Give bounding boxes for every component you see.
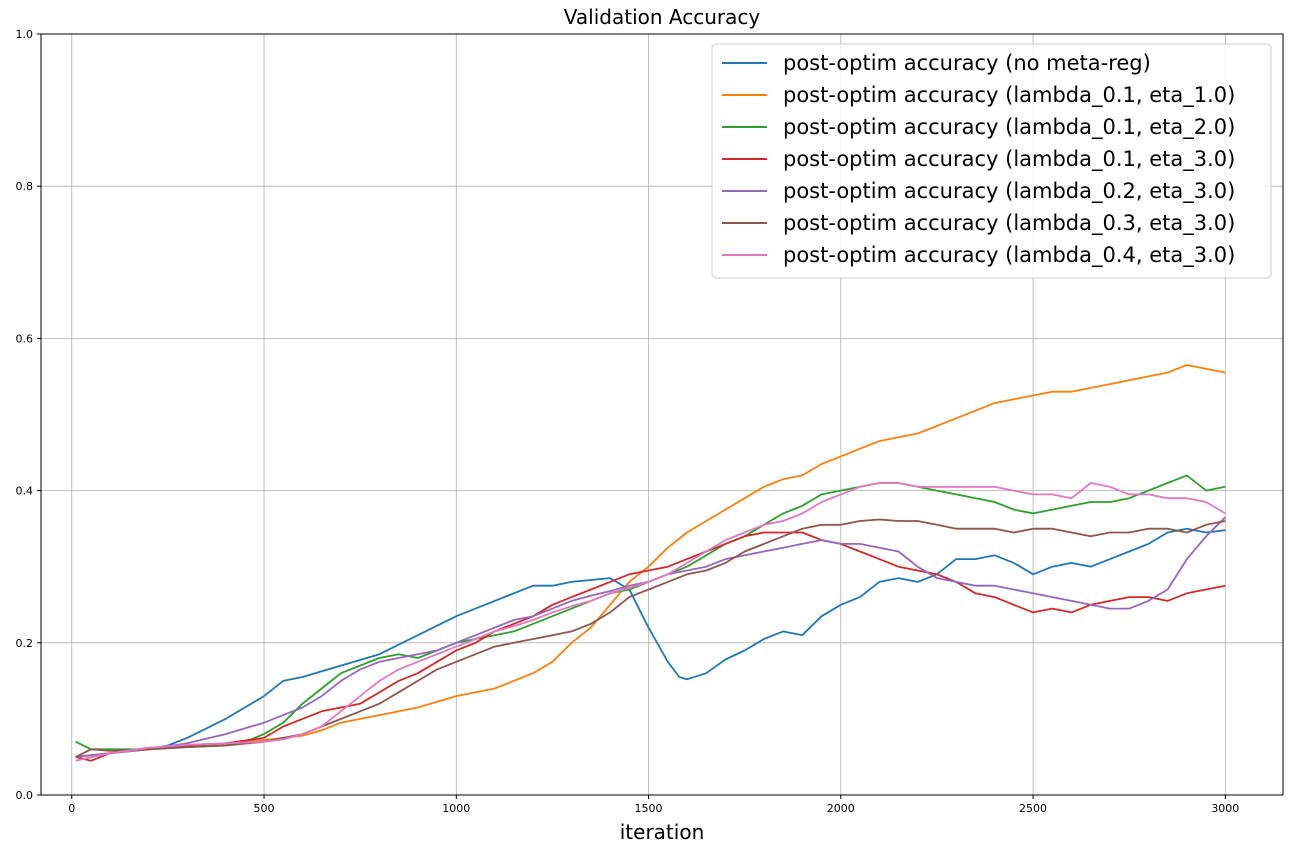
y-tick-label: 0.6 <box>16 332 34 345</box>
series-line-3 <box>75 474 1226 751</box>
series-line-2 <box>75 364 1226 758</box>
x-tick-label: 1500 <box>635 802 663 815</box>
series-line-6 <box>75 518 1226 758</box>
legend-box <box>711 43 1272 279</box>
series-line-1 <box>75 527 1226 758</box>
x-tick-label: 2000 <box>827 802 855 815</box>
y-tick-label: 0.8 <box>16 180 34 193</box>
series-line-7 <box>75 482 1226 762</box>
series-line-5 <box>75 516 1226 758</box>
x-axis-label: iteration <box>620 820 705 844</box>
y-tick-label: 1.0 <box>16 28 34 41</box>
x-tick-label: 0 <box>68 802 75 815</box>
legend-entry: post-optim accuracy (no meta-reg) <box>783 51 1151 75</box>
x-tick-label: 1000 <box>442 802 470 815</box>
y-axis-ticks: 0.0 0.2 0.4 0.6 0.8 1.0 <box>16 28 41 802</box>
legend-entry: post-optim accuracy (lambda_0.3, eta_3.0… <box>783 211 1235 236</box>
axes-frame <box>40 33 1284 796</box>
x-axis-ticks: 0 500 1000 1500 2000 2500 3000 <box>68 795 1239 815</box>
legend-entry: post-optim accuracy (lambda_0.1, eta_2.0… <box>783 115 1235 140</box>
legend-entry: post-optim accuracy (lambda_0.2, eta_3.0… <box>783 179 1235 204</box>
legend: post-optim accuracy (no meta-reg) post-op… <box>711 43 1272 279</box>
legend-entry: post-optim accuracy (lambda_0.1, eta_3.0… <box>783 147 1235 172</box>
y-tick-label: 0.4 <box>16 485 34 498</box>
x-tick-label: 3000 <box>1211 802 1239 815</box>
y-tick-label: 0.0 <box>16 789 34 802</box>
legend-entry: post-optim accuracy (lambda_0.4, eta_3.0… <box>783 243 1235 268</box>
y-tick-label: 0.2 <box>16 637 34 650</box>
series-line-4 <box>75 531 1226 762</box>
series-lines <box>75 364 1226 762</box>
x-tick-label: 2500 <box>1019 802 1047 815</box>
legend-entry: post-optim accuracy (lambda_0.1, eta_1.0… <box>783 83 1235 108</box>
chart-title: Validation Accuracy <box>564 5 761 29</box>
x-tick-label: 500 <box>254 802 275 815</box>
